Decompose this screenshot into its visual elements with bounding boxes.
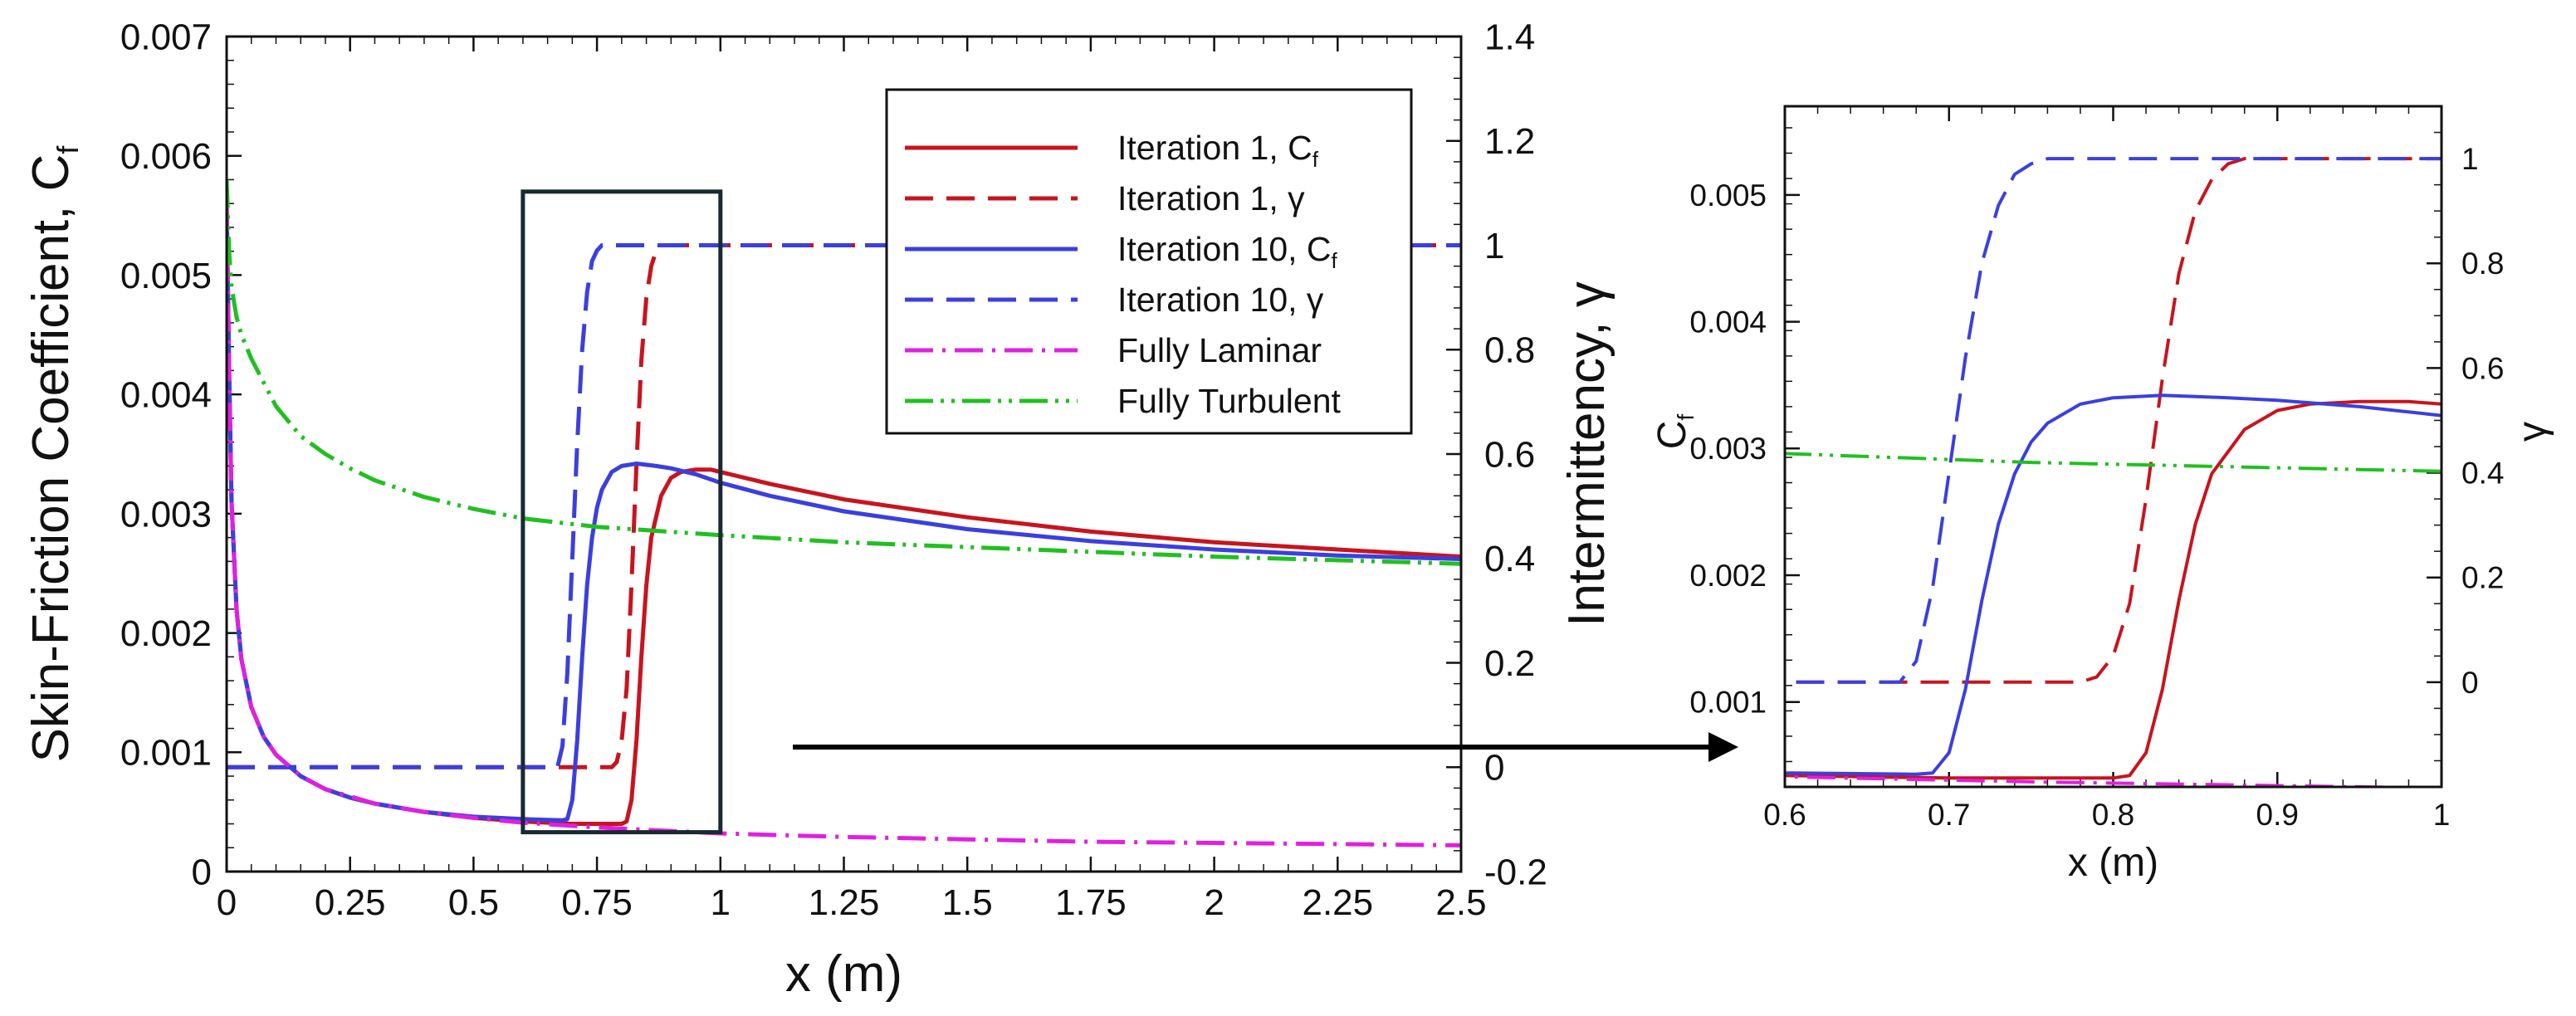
zoom-arrow-head — [1708, 732, 1738, 762]
main-x-tick-label: 1.75 — [1055, 882, 1127, 923]
zoom-y2-tick-label: 0 — [2461, 666, 2479, 700]
main-x-tick-label: 1 — [711, 882, 731, 923]
zoom-y-tick-label: 0.001 — [1689, 686, 1767, 720]
zoom-series-iteration-1-c — [1785, 399, 2442, 780]
main-y-tick-label: 0.002 — [120, 613, 212, 654]
main-series-iteration-10 — [227, 243, 1461, 769]
legend-label-subscript: f — [1312, 147, 1319, 172]
zoom-y-tick-label: 0.003 — [1689, 432, 1767, 466]
main-y-tick-label: 0.005 — [120, 256, 212, 296]
main-x-tick-label: 2.5 — [1435, 882, 1486, 923]
zoom-y-axis-title: Cf — [1650, 414, 1699, 450]
main-x-tick-label: 1.5 — [942, 882, 993, 923]
legend-label-iteration-1-c: Iteration 1, Cf — [1117, 129, 1319, 172]
main-x-tick-label: 0.75 — [561, 882, 633, 923]
zoom-y-axis-title-subscript: f — [1673, 414, 1699, 421]
legend: Iteration 1, Cf Iteration 1, γ Iteration 1… — [885, 88, 1413, 435]
zoom-annotation — [793, 732, 1738, 762]
zoom-region-box — [521, 189, 723, 835]
main-chart: 0 0.25 0.5 0.75 1 1.25 1.5 1.75 2 2.25 2.5 0 0.001 0.… — [22, 17, 1615, 1003]
main-x-tick-label: 0.5 — [448, 882, 499, 923]
main-series-fully-turbulent — [227, 179, 1461, 566]
zoom-series-iteration-10 — [1785, 157, 2442, 684]
zoom-y-tick-label: 0.002 — [1689, 559, 1767, 593]
main-y2-tick-label: 0.2 — [1484, 643, 1535, 684]
main-x-tick-label: 2 — [1204, 882, 1224, 923]
main-y2-tick-label: 0.4 — [1484, 539, 1535, 579]
main-y2-tick-label: 1.4 — [1484, 17, 1535, 57]
main-y2-tick-label: 1 — [1484, 226, 1504, 266]
legend-label-fully-turbulent: Fully Turbulent — [1117, 382, 1342, 420]
legend-label-iteration-10: Iteration 10, γ — [1117, 281, 1324, 319]
main-x-tick-label: 0 — [217, 882, 237, 923]
main-y2-tick-label: -0.2 — [1484, 852, 1547, 892]
main-x-axis-title: x (m) — [785, 945, 902, 1003]
zoom-x-tick-label: 0.9 — [2256, 798, 2299, 832]
zoom-y2-tick-label: 0.6 — [2461, 351, 2504, 385]
zoom-plot-frame — [1783, 105, 2443, 789]
main-y-tick-label: 0.007 — [120, 17, 212, 57]
main-major-ticks — [225, 35, 1463, 873]
legend-label-iteration-1: Iteration 1, γ — [1117, 179, 1305, 217]
zoom-x-axis-title: x (m) — [2068, 841, 2158, 885]
zoom-y2-tick-label: 0.2 — [2461, 561, 2504, 595]
legend-label-iteration-10-c: Iteration 10, Cf — [1117, 230, 1338, 273]
zoom-x-tick-label: 0.6 — [1763, 798, 1806, 832]
main-y2-tick-label: 0.6 — [1484, 434, 1535, 475]
main-y2-axis-title: Intermittency, γ — [1558, 281, 1615, 627]
main-y2-tick-label: 0.8 — [1484, 330, 1535, 371]
main-y-axis-title: Skin-Friction Coefficient, Cf — [22, 145, 85, 763]
main-y-tick-label: 0.004 — [120, 375, 212, 416]
zoom-x-tick-label: 0.7 — [1928, 798, 1970, 832]
zoom-y2-axis-title: γ — [2510, 422, 2554, 442]
main-y-tick-label: 0.003 — [120, 494, 212, 535]
main-plot-frame — [225, 35, 1463, 873]
zoom-y2-tick-label: 0.4 — [2461, 456, 2504, 490]
zoom-series-group — [1785, 157, 2442, 787]
main-y-axis-title-subscript: f — [51, 145, 85, 154]
zoom-x-tick-label: 0.8 — [2092, 798, 2134, 832]
zoom-x-tick-label: 1 — [2433, 798, 2451, 832]
main-y2-tick-label: 0 — [1484, 748, 1504, 789]
main-y2-tick-label: 1.2 — [1484, 121, 1535, 162]
main-x-tick-label: 2.25 — [1302, 882, 1373, 923]
zoom-y-tick-label: 0.004 — [1689, 305, 1767, 339]
main-x-tick-label: 0.25 — [315, 882, 386, 923]
main-series-iteration-10-c — [227, 203, 1461, 823]
zoom-major-ticks — [1783, 106, 2443, 787]
main-y-tick-label: 0 — [192, 852, 212, 892]
main-y-tick-label: 0.001 — [120, 733, 212, 774]
main-y-tick-label: 0.006 — [120, 136, 212, 177]
legend-label-subscript: f — [1332, 248, 1338, 273]
zoom-minor-ticks — [1784, 105, 2442, 788]
zoom-y2-tick-label: 1 — [2461, 142, 2479, 176]
zoom-y-tick-label: 0.005 — [1689, 178, 1767, 212]
main-series-group — [227, 179, 1461, 847]
zoom-series-iteration-10-c — [1785, 393, 2442, 776]
main-x-tick-label: 1.25 — [809, 882, 880, 923]
zoom-y2-tick-label: 0.8 — [2461, 247, 2504, 281]
legend-label-fully-laminar: Fully Laminar — [1117, 331, 1322, 369]
zoom-chart: 0.6 0.7 0.8 0.9 1 0.001 0.002 0.003 0.004 0.005 0 0… — [1650, 105, 2554, 885]
